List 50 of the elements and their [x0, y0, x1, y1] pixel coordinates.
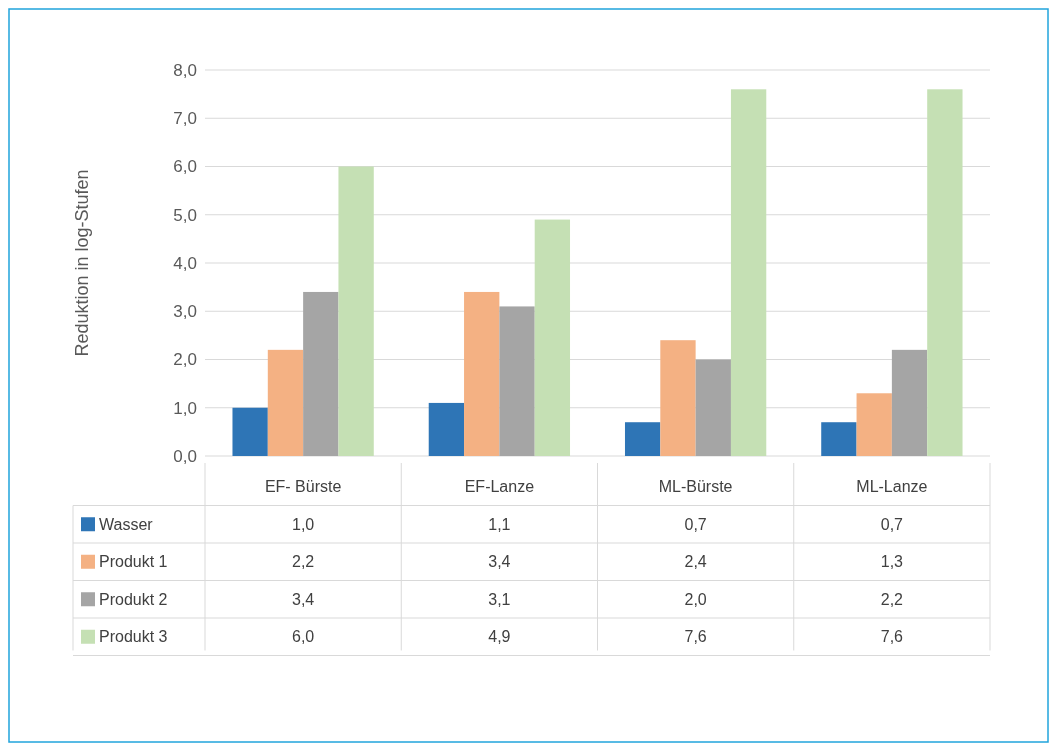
y-tick-label: 2,0 — [173, 350, 197, 370]
y-tick-label: 1,0 — [173, 398, 197, 418]
data-label: 0,7 — [684, 515, 707, 533]
data-label: 2,2 — [880, 590, 904, 608]
bar — [927, 89, 963, 456]
data-label: 4,9 — [488, 628, 511, 646]
bar — [891, 349, 928, 456]
bar — [660, 340, 696, 456]
data-label: 1,0 — [292, 515, 315, 533]
bar — [428, 402, 465, 456]
bar — [338, 166, 374, 456]
y-tick-label: 4,0 — [173, 253, 197, 273]
data-label: 3,1 — [488, 590, 511, 608]
y-tick-label: 5,0 — [173, 205, 197, 225]
data-label: 6,0 — [292, 628, 315, 646]
legend-label: Produkt 3 — [99, 628, 168, 646]
y-tick-label: 7,0 — [173, 109, 197, 129]
y-tick-label: 0,0 — [173, 446, 197, 466]
x-tick-label: EF-Lanze — [464, 478, 535, 496]
bar — [821, 422, 857, 456]
bar — [499, 306, 535, 456]
data-label: 2,2 — [292, 553, 315, 571]
y-tick-label: 6,0 — [173, 157, 197, 177]
bar — [695, 359, 731, 456]
bar — [303, 291, 339, 456]
legend-label: Produkt 1 — [99, 553, 168, 571]
bar — [624, 422, 661, 456]
bar — [534, 219, 571, 456]
data-label: 7,6 — [880, 628, 904, 646]
data-label: 3,4 — [292, 590, 315, 608]
bar — [856, 393, 892, 456]
data-label: 2,0 — [684, 590, 707, 608]
bar — [232, 407, 268, 456]
y-tick-label: 3,0 — [173, 302, 197, 322]
data-label: 0,7 — [880, 515, 904, 533]
legend-label: Wasser — [99, 515, 154, 533]
bar — [464, 291, 500, 456]
bar — [267, 349, 304, 456]
data-label: 3,4 — [488, 553, 511, 571]
bar — [730, 89, 767, 456]
data-label: 1,1 — [488, 515, 511, 533]
data-label: 7,6 — [684, 628, 707, 646]
legend-label: Produkt 2 — [99, 590, 168, 608]
data-label: 1,3 — [880, 553, 904, 571]
x-tick-label: ML-Lanze — [856, 478, 928, 496]
x-tick-label: EF- Bürste — [264, 478, 342, 496]
y-axis-title: Reduktion in log-Stufen — [72, 169, 92, 357]
y-tick-label: 8,0 — [173, 60, 197, 80]
x-tick-label: ML-Bürste — [658, 478, 733, 496]
data-label: 2,4 — [684, 553, 707, 571]
